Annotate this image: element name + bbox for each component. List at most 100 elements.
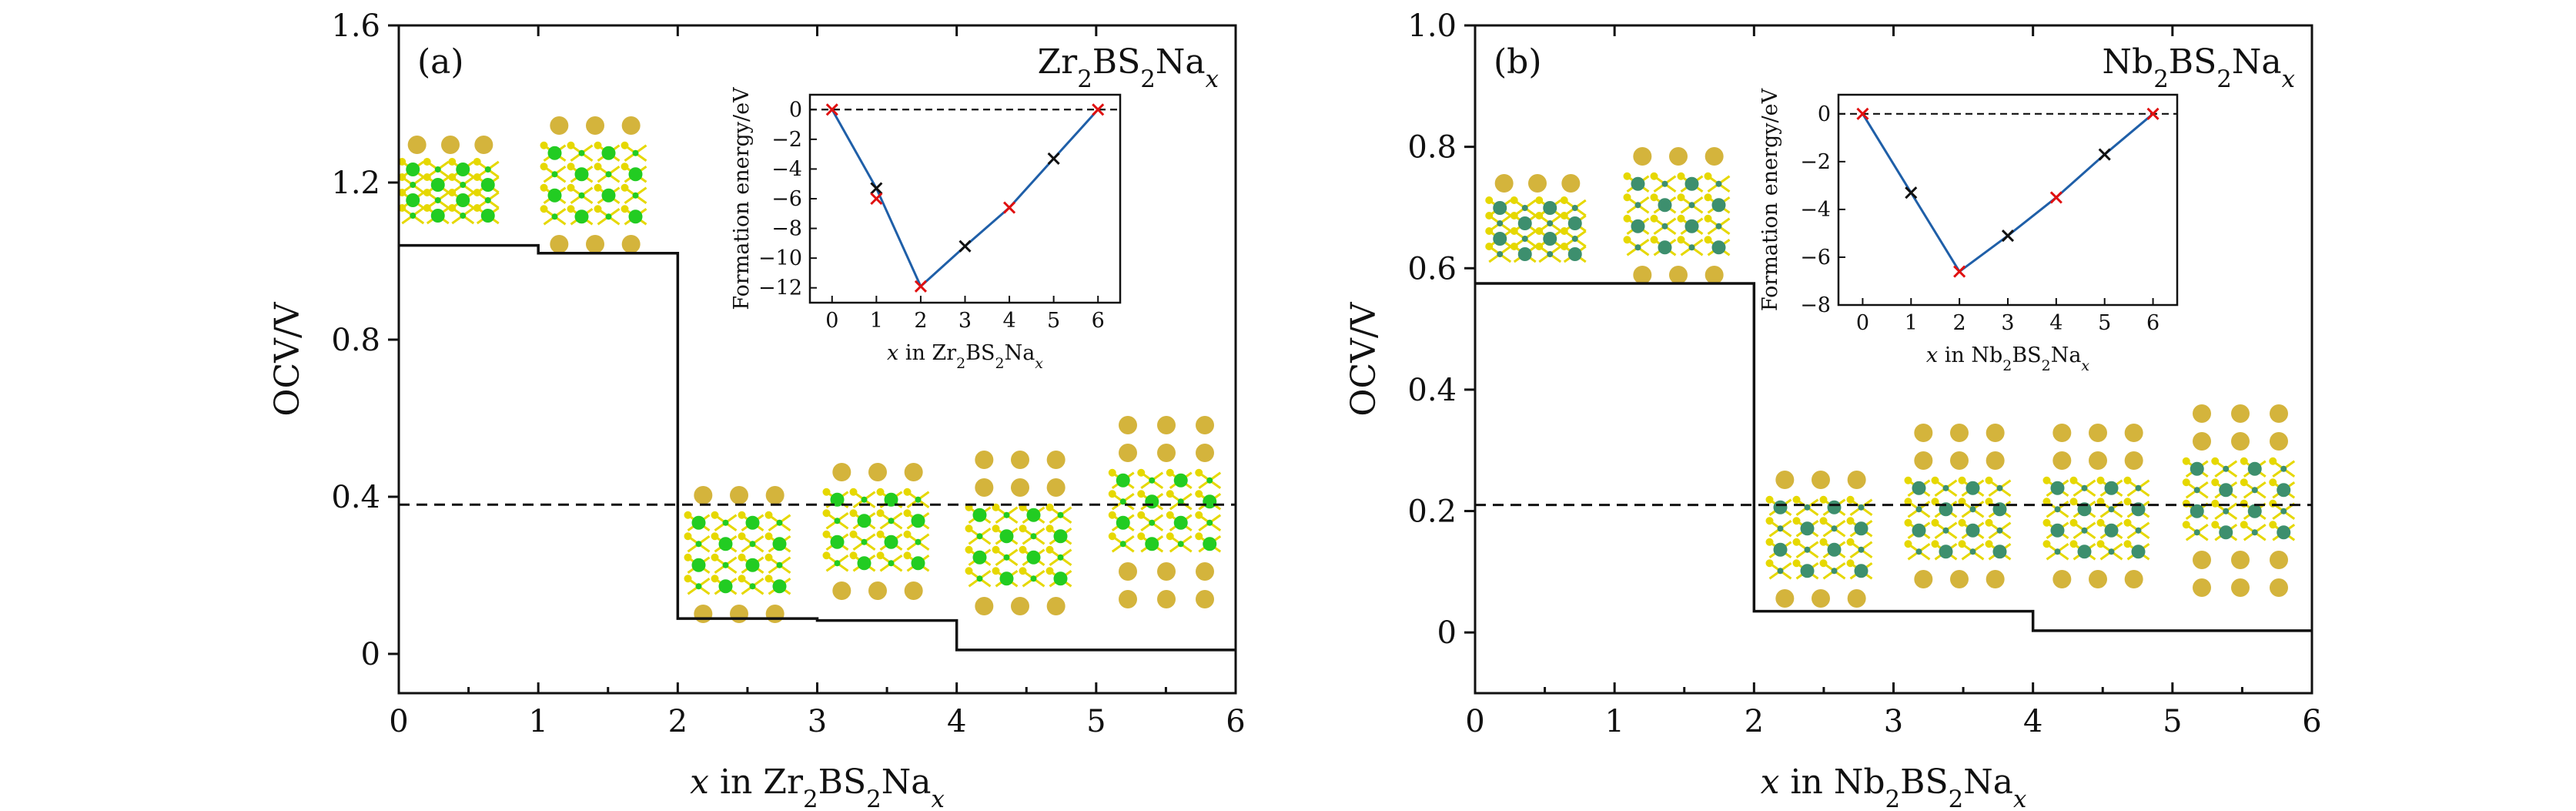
sulfur-atom bbox=[2069, 540, 2078, 548]
sodium-atom bbox=[2052, 424, 2072, 442]
sulfur-atom bbox=[1704, 236, 1712, 244]
formation-point-red bbox=[2146, 107, 2159, 120]
sulfur-atom bbox=[1704, 214, 1712, 223]
sulfur-atom bbox=[2042, 498, 2051, 506]
inset-y-tick-label: −6 bbox=[771, 187, 802, 211]
sodium-atom bbox=[2124, 424, 2143, 442]
sulfur-atom bbox=[2240, 499, 2248, 508]
y-tick-label: 0 bbox=[1437, 615, 1457, 651]
boron-atom bbox=[1777, 525, 1784, 532]
sodium-atom bbox=[1119, 444, 1137, 462]
metal-atom bbox=[884, 492, 898, 507]
sodium-atom bbox=[1950, 451, 1969, 470]
metal-atom bbox=[574, 209, 589, 224]
sodium-atom bbox=[1011, 451, 1029, 469]
metal-atom bbox=[480, 209, 495, 223]
inset-chart: 0 1 2 3 4 5 6 0 −2 −4 −6 −8 −10 −12 x in Zr2BS2Nax Form… bbox=[730, 87, 1122, 372]
y-tick-label: 1.0 bbox=[1407, 8, 1457, 44]
x-axis-title: x in Zr2BS2Nax bbox=[690, 762, 945, 811]
x-tick-label: 0 bbox=[389, 704, 408, 739]
sodium-atom bbox=[2089, 570, 2107, 588]
boron-atom bbox=[1003, 511, 1010, 518]
y-tick-label: 0.8 bbox=[1407, 130, 1457, 166]
inset-chart: 0 1 2 3 4 5 6 0 −2 −4 −6 −8 x in Nb2BS2Nax Formation … bbox=[1758, 88, 2179, 374]
metal-atom bbox=[430, 209, 445, 223]
sodium-atom bbox=[2270, 578, 2288, 597]
boron-atom bbox=[776, 561, 783, 568]
metal-atom bbox=[1827, 542, 1842, 557]
panel-label: (b) bbox=[1494, 42, 1542, 82]
boron-atom bbox=[551, 171, 558, 178]
boron-atom bbox=[776, 519, 783, 526]
sulfur-atom bbox=[1195, 468, 1203, 477]
sulfur-atom bbox=[567, 141, 575, 149]
sulfur-atom bbox=[1958, 540, 1966, 548]
sodium-atom bbox=[1633, 266, 1652, 284]
sulfur-atom bbox=[738, 532, 746, 541]
sodium-atom bbox=[694, 605, 713, 623]
structure-illustration bbox=[1485, 174, 1587, 263]
boron-atom bbox=[2193, 487, 2200, 494]
sodium-atom bbox=[621, 235, 641, 253]
sulfur-atom bbox=[738, 511, 746, 519]
sulfur-atom bbox=[621, 163, 629, 171]
boron-atom bbox=[2223, 465, 2230, 472]
inset-x-tick-label: 2 bbox=[1953, 311, 1966, 335]
sulfur-atom bbox=[1485, 243, 1494, 250]
inset-y-tick-label: 0 bbox=[1818, 102, 1831, 126]
metal-atom bbox=[1773, 500, 1788, 514]
boron-atom bbox=[605, 213, 612, 220]
metal-atom bbox=[430, 178, 445, 192]
sodium-atom bbox=[550, 116, 569, 135]
metal-atom bbox=[1493, 201, 1507, 215]
sulfur-atom bbox=[903, 551, 912, 560]
metal-atom bbox=[1827, 500, 1842, 514]
sulfur-atom bbox=[1904, 476, 1912, 484]
metal-atom bbox=[547, 188, 562, 203]
boron-atom bbox=[2081, 527, 2088, 534]
sulfur-atom bbox=[398, 173, 406, 181]
sulfur-atom bbox=[1045, 567, 1054, 575]
boron-atom bbox=[1634, 202, 1641, 209]
boron-atom bbox=[1942, 527, 1949, 534]
x-tick-label: 6 bbox=[1226, 704, 1245, 739]
sodium-atom bbox=[1561, 174, 1581, 193]
sodium-atom bbox=[2052, 570, 2072, 588]
sulfur-atom bbox=[1904, 498, 1912, 506]
metal-atom bbox=[601, 188, 616, 203]
sulfur-atom bbox=[849, 488, 858, 496]
sulfur-atom bbox=[849, 509, 858, 518]
sulfur-atom bbox=[711, 575, 719, 583]
formation-point-red bbox=[1856, 107, 1869, 120]
sulfur-atom bbox=[423, 204, 431, 212]
sulfur-atom bbox=[992, 545, 1000, 554]
boron-atom bbox=[1996, 484, 2003, 491]
sodium-atom bbox=[1986, 570, 2005, 588]
boron-atom bbox=[1777, 568, 1784, 575]
sulfur-atom bbox=[448, 189, 457, 196]
boron-atom bbox=[632, 192, 639, 199]
sulfur-atom bbox=[473, 173, 481, 181]
sulfur-atom bbox=[1985, 498, 1993, 506]
sulfur-atom bbox=[1765, 517, 1774, 525]
metal-atom bbox=[547, 146, 562, 160]
sulfur-atom bbox=[822, 509, 831, 518]
sulfur-atom bbox=[1704, 193, 1712, 202]
sulfur-atom bbox=[1510, 196, 1518, 204]
boron-atom bbox=[1206, 519, 1213, 526]
metal-atom bbox=[972, 508, 987, 522]
sulfur-atom bbox=[876, 488, 885, 496]
sodium-atom bbox=[586, 235, 604, 253]
sulfur-atom bbox=[594, 183, 602, 192]
sodium-atom bbox=[1847, 471, 1866, 489]
sodium-atom bbox=[730, 605, 748, 623]
sulfur-atom bbox=[2069, 498, 2078, 506]
boron-atom bbox=[2193, 529, 2200, 536]
sulfur-atom bbox=[1792, 495, 1801, 504]
boron-atom bbox=[1149, 519, 1156, 526]
inset-x-axis-title: x in Nb2BS2Nax bbox=[1926, 344, 2090, 374]
y-tick-label: 1.2 bbox=[331, 166, 380, 201]
sodium-atom bbox=[1046, 478, 1066, 497]
boron-atom bbox=[2280, 508, 2287, 514]
inset-x-tick-label: 4 bbox=[2049, 311, 2062, 335]
